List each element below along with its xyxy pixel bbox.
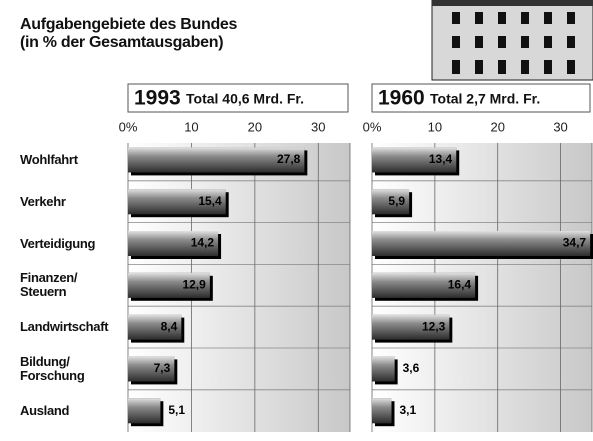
value-label: 5,9 bbox=[388, 194, 405, 208]
bar-highlight bbox=[372, 356, 395, 382]
bar-highlight bbox=[372, 189, 410, 215]
panel-year: 1960 bbox=[378, 87, 425, 110]
panel-subtitle: Total 40,6 Mrd. Fr. bbox=[186, 91, 304, 107]
value-label: 34,7 bbox=[563, 236, 587, 250]
building bbox=[431, 0, 593, 81]
category-label: Ausland bbox=[20, 402, 70, 418]
value-label: 15,4 bbox=[198, 194, 222, 208]
bar-highlight bbox=[128, 147, 305, 173]
category-label: Landwirtschaft bbox=[20, 319, 109, 335]
value-label: 12,3 bbox=[422, 319, 446, 333]
bar-highlight bbox=[372, 231, 591, 256]
value-label: 7,3 bbox=[154, 361, 171, 375]
bar-highlight bbox=[372, 314, 450, 340]
x-tick-label: 0% bbox=[119, 119, 138, 134]
bar-highlight bbox=[128, 272, 210, 298]
value-label: 3,6 bbox=[403, 361, 420, 375]
value-label: 8,4 bbox=[161, 319, 178, 333]
value-label: 27,8 bbox=[277, 152, 301, 166]
x-tick-label: 30 bbox=[311, 119, 325, 134]
x-tick-label: 10 bbox=[428, 119, 442, 134]
bar-highlight bbox=[128, 189, 226, 215]
value-label: 16,4 bbox=[448, 277, 472, 291]
bar-highlight bbox=[372, 272, 476, 298]
x-tick-label: 20 bbox=[490, 119, 504, 134]
category-label: Verteidigung bbox=[20, 235, 96, 251]
panel-year: 1993 bbox=[134, 87, 181, 110]
header-box bbox=[127, 83, 349, 113]
x-tick-label: 10 bbox=[184, 119, 198, 134]
value-label: 12,9 bbox=[182, 277, 206, 291]
panel-subtitle: Total 2,7 Mrd. Fr. bbox=[430, 91, 540, 107]
value-label: 13,4 bbox=[429, 152, 453, 166]
bar-highlight bbox=[128, 398, 161, 424]
header-box bbox=[371, 83, 591, 113]
chart-title: Aufgabengebiete des Bundes (in % der Ges… bbox=[20, 16, 238, 51]
x-tick-label: 0% bbox=[363, 119, 382, 134]
value-label: 5,1 bbox=[168, 403, 185, 417]
bar-highlight bbox=[372, 398, 392, 424]
category-label: Verkehr bbox=[20, 193, 66, 209]
category-label: Finanzen/ Steuern bbox=[20, 270, 78, 300]
category-label: Bildung/ Forschung bbox=[20, 353, 85, 383]
bar-highlight bbox=[128, 356, 175, 382]
bar-highlight bbox=[128, 231, 219, 256]
bar-highlight bbox=[372, 147, 457, 173]
x-tick-label: 30 bbox=[553, 119, 567, 134]
value-label: 3,1 bbox=[399, 403, 416, 417]
value-label: 14,2 bbox=[191, 236, 215, 250]
category-label: Wohlfahrt bbox=[20, 151, 78, 167]
bar-highlight bbox=[128, 314, 182, 340]
x-tick-label: 20 bbox=[248, 119, 262, 134]
